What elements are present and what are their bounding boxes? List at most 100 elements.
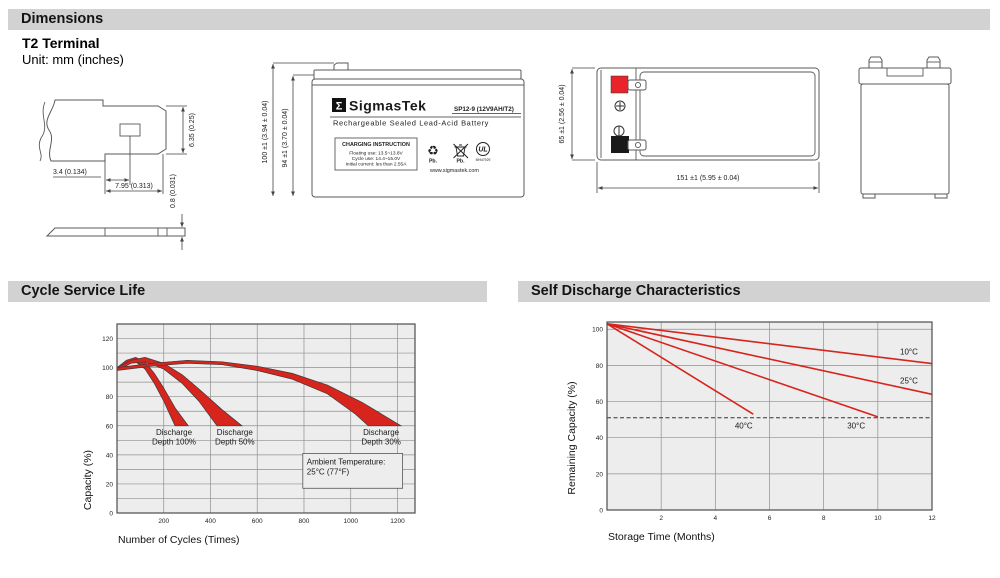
battery-side-view — [858, 56, 952, 199]
bottom-view-lines — [104, 228, 168, 236]
x-axis-label: Storage Time (Months) — [608, 531, 715, 543]
side-foot-left — [862, 193, 876, 199]
y-tick-label: 100 — [592, 327, 603, 334]
discharge-band — [116, 359, 403, 427]
positive-terminal-marker — [610, 75, 629, 94]
series-line — [606, 323, 754, 415]
charging-line-2: Cycle use: 14.4~15.0V — [352, 156, 401, 162]
x-tick-label: 800 — [299, 518, 310, 525]
ul-number: MH47929 — [476, 158, 491, 162]
x-tick-label: 12 — [928, 515, 936, 522]
y-axis-label: Remaining Capacity (%) — [566, 381, 578, 494]
side-terminal-2 — [926, 56, 941, 69]
x-tick-label: 400 — [205, 518, 216, 525]
band-label: Discharge Depth 50% — [215, 428, 255, 447]
top-view-case — [596, 67, 820, 161]
terminal-detail-drawing: 6.35 (0.25) 3.4 (0.134) 7.95 (0.313) 0.8… — [38, 99, 196, 250]
y-tick-label: 80 — [106, 394, 114, 401]
battery-top-view: 65 ±1 (2.56 ± 0.04) 151 ±1 (5.95 ± 0.04) — [559, 67, 820, 193]
y-tick-label: 20 — [106, 481, 114, 488]
x-tick-label: 2 — [659, 515, 663, 522]
dim-height-label: 65 ±1 (2.56 ± 0.04) — [559, 84, 566, 143]
plot-border — [116, 323, 416, 514]
x-tick-label: 1000 — [343, 518, 358, 525]
ext-lines — [273, 62, 334, 76]
dim-length-label: 151 ±1 (5.95 ± 0.04) — [677, 175, 740, 182]
dimensions-section-header: Dimensions — [8, 9, 990, 30]
ext-lines-offset — [53, 154, 164, 194]
negative-terminal-marker — [611, 136, 629, 153]
series-label: 10°C — [900, 348, 918, 357]
ext-lines-height — [166, 105, 187, 155]
svg-text:UL: UL — [478, 147, 487, 154]
x-tick-label: 8 — [822, 515, 826, 522]
charging-instruction-box — [334, 137, 418, 171]
ext-lines-length — [596, 162, 820, 193]
x-tick-label: 200 — [158, 518, 169, 525]
series-line — [606, 323, 933, 365]
y-tick-label: 20 — [596, 471, 604, 478]
pb-trash-label: Pb. — [456, 159, 465, 165]
website-text: www.sigmastek.com — [429, 168, 479, 174]
y-tick-label: 120 — [102, 336, 113, 343]
dim-height-label: 6.35 (0.25) — [189, 113, 196, 147]
y-tick-label: 60 — [596, 399, 604, 406]
x-tick-label: 1200 — [390, 518, 405, 525]
y-tick-label: 0 — [599, 508, 603, 515]
terminal-type-label: T2 Terminal — [22, 35, 100, 51]
battery-body — [311, 78, 525, 198]
y-tick-label: 0 — [109, 511, 113, 518]
dim-thickness-label: 0.8 (0.031) — [170, 174, 177, 208]
series-line — [606, 323, 879, 418]
x-tick-label: 6 — [768, 515, 772, 522]
terminal-bottom-view — [45, 227, 186, 237]
ext-lines-height — [572, 67, 595, 161]
y-tick-label: 40 — [596, 435, 604, 442]
x-axis-label: Number of Cycles (Times) — [118, 534, 240, 546]
discharge-band — [116, 357, 243, 427]
sigma-glyph: Σ — [336, 101, 343, 113]
annotation-text: Ambient Temperature: 25°C (77°F) — [307, 457, 386, 476]
dim-width-label: 7.95 (0.313) — [115, 183, 153, 190]
positive-terminal-tab — [627, 79, 647, 91]
charging-line-3: Initial current: les than 2.55A — [346, 162, 408, 168]
band-label: Discharge Depth 100% — [152, 428, 196, 447]
negative-terminal-tab — [627, 139, 647, 151]
y-tick-label: 80 — [596, 363, 604, 370]
charging-title: CHARGING INSTRUCTION — [342, 142, 410, 148]
plus-symbol-icon — [614, 100, 626, 112]
y-tick-label: 60 — [106, 423, 114, 430]
battery-lid — [313, 69, 522, 80]
terminal-profile — [46, 99, 167, 162]
y-tick-label: 40 — [106, 452, 114, 459]
dim-case-height-label: 94 ±1 (3.70 ± 0.04) — [282, 108, 289, 167]
break-line — [38, 101, 46, 162]
self-discharge-title: Self Discharge Characteristics — [531, 283, 741, 299]
case-inner-rect — [639, 71, 816, 157]
crossed-bin-icon — [453, 143, 469, 159]
battery-type-line: Rechargeable Sealed Lead-Acid Battery — [333, 119, 489, 128]
self-discharge-chart: 10°C 25°C 30°C 40°C 2 4 6 8 10 12 0 20 40 60 80 100 Stor… — [566, 321, 936, 543]
cycle-service-life-section-header: Cycle Service Life — [8, 281, 487, 302]
annotation-box — [302, 452, 404, 489]
side-foot-right — [934, 193, 948, 199]
x-tick-label: 4 — [714, 515, 718, 522]
battery-front-view: 100 ±1 (3.94 ± 0.04) 94 ±1 (3.70 ± 0.04)… — [262, 62, 525, 198]
side-body — [860, 83, 950, 195]
series-label: 40°C — [735, 422, 753, 431]
sigma-logo-icon — [332, 98, 346, 112]
charging-line-1: Floating use: 13.5~13.8V — [349, 151, 403, 157]
dim-total-height-label: 100 ±1 (3.94 ± 0.04) — [262, 101, 269, 164]
cycle-service-life-title: Cycle Service Life — [21, 283, 146, 299]
ul-mark-icon: UL — [476, 142, 490, 156]
pb-recycle-label: Pb. — [429, 159, 438, 165]
front-terminal-tab — [333, 62, 349, 71]
y-axis-label: Capacity (%) — [82, 450, 94, 510]
unit-note: Unit: mm (inches) — [22, 52, 124, 67]
self-discharge-section-header: Self Discharge Characteristics — [518, 281, 990, 302]
x-tick-label: 10 — [874, 515, 882, 522]
dim-offset-label: 3.4 (0.134) — [53, 169, 87, 176]
cycle-service-life-chart: Discharge Depth 100% Discharge Depth 50% Dis… — [82, 323, 416, 546]
band-label: Discharge Depth 30% — [361, 428, 401, 447]
